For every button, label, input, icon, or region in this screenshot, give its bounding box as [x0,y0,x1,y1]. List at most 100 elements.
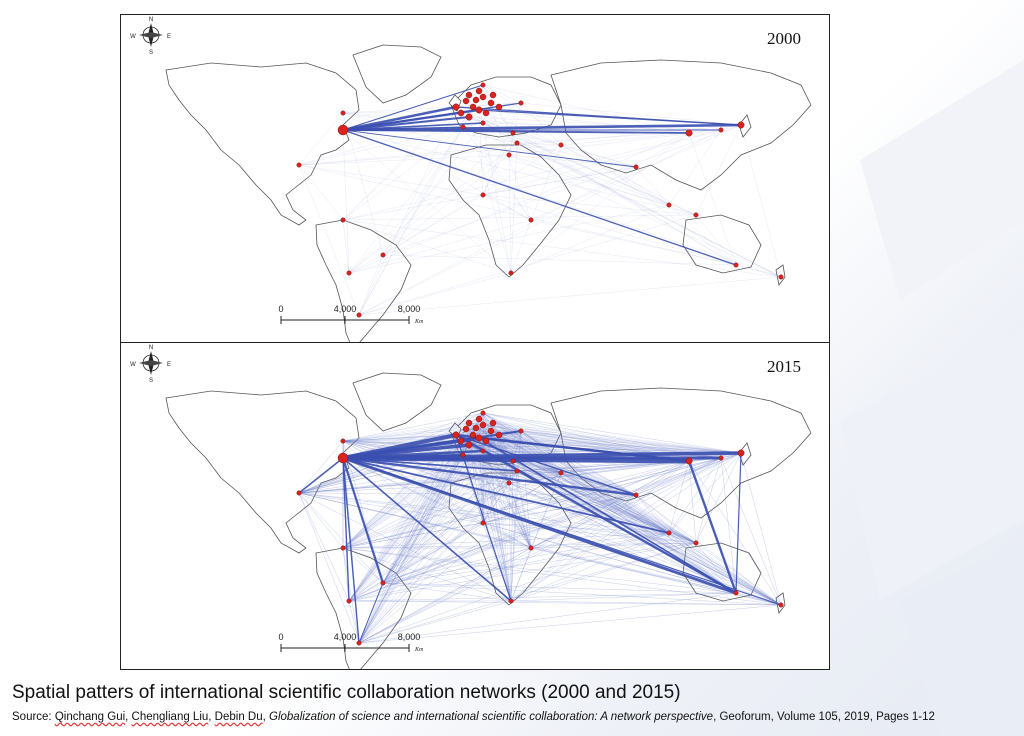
link [468,422,697,544]
link [342,427,477,442]
link [482,412,522,432]
link [478,418,737,594]
source-citation: Source: Qinchang Gui, Chengliang Liu, De… [12,711,935,723]
node-uk [452,431,460,439]
link [668,204,737,266]
compass-n-label: N [149,17,153,23]
link [516,470,637,496]
link [342,430,492,549]
scale-bar: 0 4,000 8,000 Km [278,304,424,325]
map-panel-2000: N S W E 0 4,000 8,000 Km 2000 [120,14,830,343]
link [348,418,480,602]
link [482,424,697,544]
node-iran [558,142,564,148]
link [498,434,512,602]
link [298,460,514,494]
link [468,422,532,549]
link [516,470,532,549]
node-scandinavia [480,410,486,416]
land-japan-2015 [738,442,752,466]
node-france [465,441,473,449]
link [508,154,782,278]
link [482,450,532,549]
link [382,440,487,584]
link [478,109,510,156]
node-france [465,113,473,121]
link [468,116,782,278]
link [358,427,477,644]
node-singapore [666,530,672,536]
link [482,434,500,452]
link [358,166,637,316]
link [348,434,474,602]
world-map-2000: N S W E 0 4,000 8,000 Km [130,17,812,342]
link [510,470,518,602]
link [472,434,512,602]
link-usa-southafrica [342,457,512,602]
link [342,166,637,221]
link [358,454,464,644]
link [478,437,742,454]
node-mexico [296,490,302,496]
link [695,457,722,544]
author-3: Debin Du [214,711,263,723]
node-europe-7 [462,97,470,105]
link [635,494,782,606]
link [695,124,742,216]
link-usa-spain [342,453,464,460]
node-canada [340,438,346,444]
link [668,460,690,534]
link [695,214,737,266]
link [342,430,492,442]
compass-e-label: E [167,34,171,40]
link [478,109,484,196]
link [348,600,360,644]
link [382,532,670,584]
link [478,418,697,544]
link [358,440,462,644]
node-japan [737,121,745,129]
link [740,124,782,278]
node-turkey [510,458,516,464]
link [478,418,522,432]
link [482,494,637,524]
compass-w-label: W [130,34,136,40]
link [298,492,384,584]
link [740,452,782,606]
link [298,482,510,494]
link [530,547,737,594]
link [635,452,742,496]
link [478,418,510,484]
link [492,422,510,484]
link [482,132,514,196]
node-europe-8 [495,431,503,439]
link [516,430,522,472]
link [455,434,782,606]
link [492,422,742,454]
link [465,428,532,549]
link [530,124,742,221]
link [342,219,512,274]
link [668,532,782,606]
compass-e-label: E [167,362,171,368]
link [342,214,697,221]
link [482,122,782,278]
land-north-america-2000 [165,62,360,226]
link-usa-australia [342,129,737,266]
node-israel [514,140,520,146]
link [348,450,484,602]
link [516,142,562,146]
node-europe-9 [475,87,483,95]
link [358,106,457,316]
link [298,492,350,602]
node-italy [480,120,486,126]
node-kenya [528,217,534,223]
link-japan-australia [735,452,742,594]
link [478,418,742,454]
link [482,84,670,206]
link [298,472,562,494]
link [465,428,697,544]
link-usa-turkey [342,457,514,462]
link [358,482,510,644]
node-china [685,129,693,137]
